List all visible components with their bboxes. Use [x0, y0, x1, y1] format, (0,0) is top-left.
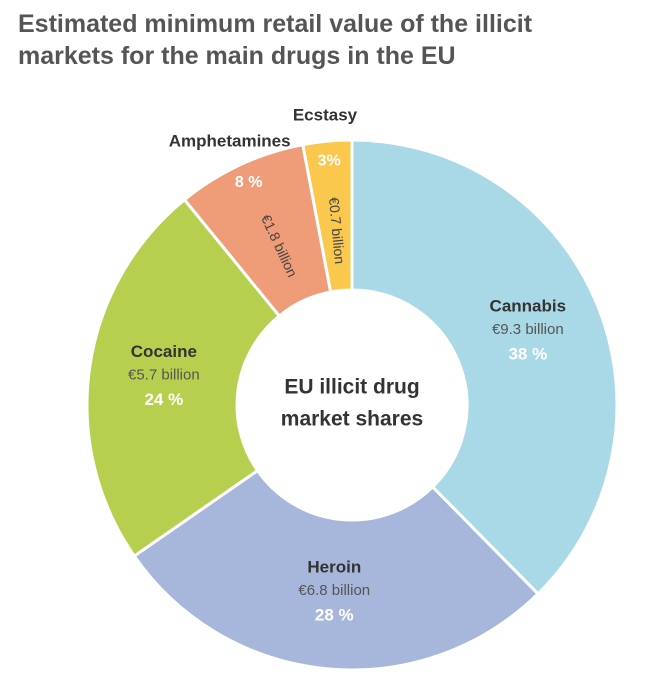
slice [350, 138, 619, 596]
value-label: 28 % [315, 606, 354, 625]
slice-amount: €5.7 billion [128, 366, 200, 383]
value-label: 24 % [144, 390, 183, 409]
slice-name: Heroin [307, 558, 361, 577]
center-label: EU illicit drug [284, 376, 419, 399]
slice [132, 468, 541, 672]
center-label: market shares [281, 408, 423, 431]
chart-title: Estimated minimum retail value of the il… [18, 10, 533, 70]
slice-name: Amphetamines [169, 132, 291, 151]
slice [301, 138, 354, 294]
slice-amount: €0.7 billion [326, 197, 348, 265]
value-label: 8 % [235, 174, 263, 191]
slice [85, 197, 282, 559]
slice-amount: €6.8 billion [298, 582, 370, 599]
value-label: 38 % [508, 344, 547, 363]
slice-amount: €9.3 billion [492, 321, 564, 338]
slice-name: Ecstasy [293, 106, 358, 125]
slice-name: Cannabis [490, 296, 567, 315]
slice-name: Cocaine [131, 342, 197, 361]
value-label: 3% [318, 152, 341, 169]
